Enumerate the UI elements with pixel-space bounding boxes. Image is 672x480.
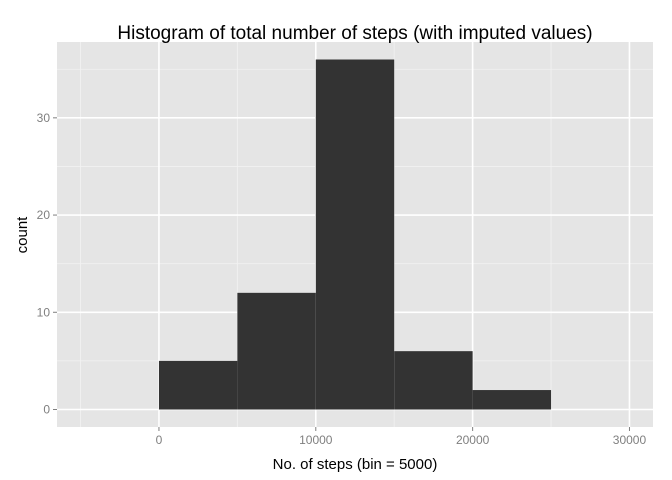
- histogram-bar: [394, 351, 473, 410]
- histogram-bars: [158, 59, 552, 410]
- histogram-bar: [158, 360, 238, 410]
- y-tick-label: 30: [37, 111, 51, 125]
- y-tick-label: 20: [37, 208, 51, 222]
- histogram-bar: [237, 292, 316, 410]
- x-axis-label: No. of steps (bin = 5000): [273, 456, 438, 473]
- histogram-bar: [315, 59, 395, 410]
- x-tick-label: 0: [156, 433, 163, 447]
- x-tick-label: 20000: [456, 433, 490, 447]
- x-tick-label: 10000: [299, 433, 333, 447]
- y-tick-label: 10: [37, 305, 51, 319]
- histogram-bar: [472, 390, 552, 410]
- chart-title: Histogram of total number of steps (with…: [117, 23, 592, 44]
- y-axis-label: count: [14, 216, 31, 254]
- y-tick-label: 0: [43, 403, 50, 417]
- x-axis-ticks: 0 10000 20000 30000: [156, 427, 647, 447]
- y-axis-ticks: 0 10 20 30: [37, 111, 57, 417]
- x-tick-label: 30000: [613, 433, 647, 447]
